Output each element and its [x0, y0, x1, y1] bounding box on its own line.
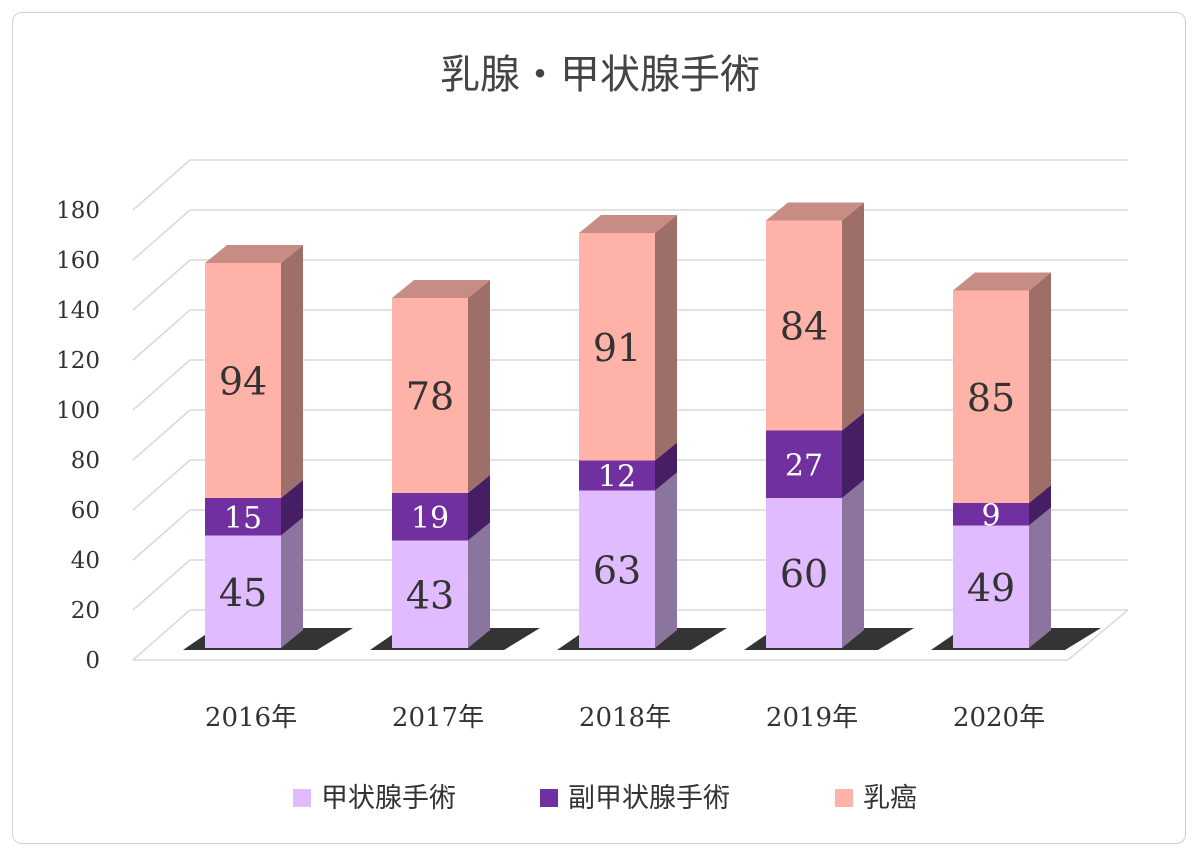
bar-top	[579, 215, 677, 233]
bar-top	[392, 280, 490, 298]
y-tick-label: 80	[71, 448, 100, 474]
data-label: 43	[406, 573, 454, 617]
x-tick-label: 2020年	[953, 703, 1045, 733]
chart-title: 乳腺・甲状腺手術	[440, 52, 760, 98]
legend-item: 副甲状腺手術	[540, 783, 730, 814]
data-label: 27	[785, 448, 823, 483]
y-tick-label: 180	[56, 198, 100, 224]
gridline-diagonal	[132, 559, 191, 611]
gridline-diagonal	[132, 309, 191, 361]
bar-top	[205, 245, 303, 263]
legend: 甲状腺手術 副甲状腺手術 乳癌	[293, 783, 917, 814]
bar-segment	[392, 298, 468, 493]
bar-segment-side	[655, 472, 677, 648]
x-axis: 2016年 2017年 2018年 2019年 2020年	[205, 703, 1045, 733]
bar-segment	[579, 233, 655, 461]
gridline-diagonal	[132, 409, 191, 461]
x-tick-label: 2017年	[392, 703, 484, 733]
legend-swatch	[293, 789, 311, 807]
floor-edge-side	[1067, 609, 1129, 661]
x-tick-label: 2018年	[579, 703, 671, 733]
legend-item: 乳癌	[835, 783, 917, 814]
bar-stack: 63 12 91	[557, 215, 727, 650]
bar-top	[766, 202, 864, 221]
bar-segment-side	[468, 522, 490, 648]
bar-segment	[953, 290, 1029, 503]
gridline-diagonal	[132, 359, 191, 411]
gridline-diagonal	[132, 609, 191, 661]
legend-swatch	[835, 789, 853, 807]
bar-segment-side	[281, 245, 303, 498]
bar-segment	[953, 503, 1029, 526]
data-label: 91	[593, 326, 641, 370]
bar-segment	[205, 263, 281, 498]
y-tick-label: 0	[85, 648, 100, 674]
y-tick-label: 60	[71, 498, 100, 524]
x-tick-label: 2016年	[205, 703, 297, 733]
y-tick-label: 100	[56, 398, 100, 424]
data-label: 19	[411, 501, 449, 536]
bar-segment-side	[842, 202, 864, 431]
bar-segment	[766, 220, 842, 431]
bar-segment	[392, 540, 468, 648]
data-label: 85	[967, 376, 1015, 420]
data-label: 15	[224, 501, 262, 536]
bar-segment	[766, 498, 842, 648]
y-tick-label: 160	[56, 248, 100, 274]
bar-segment	[579, 460, 655, 491]
bar-segment	[766, 430, 842, 498]
bar-segment-side	[655, 442, 677, 491]
gridline-diagonal	[132, 159, 191, 211]
bar-segment	[205, 498, 281, 536]
data-label: 45	[219, 571, 267, 615]
bar-stack: 49 9 85	[931, 272, 1101, 650]
bar-segment-side	[1029, 485, 1051, 526]
x-tick-label: 2019年	[766, 703, 858, 733]
bar-segment-side	[842, 480, 864, 648]
bars: 45 15 94 43 19 78 63 12 91 60 27 84 49 9 85	[183, 202, 1101, 650]
legend-label: 乳癌	[863, 783, 917, 814]
bar-segment	[392, 493, 468, 541]
data-label: 78	[406, 375, 454, 419]
gridline-diagonal	[132, 459, 191, 511]
bar-segment-side	[468, 475, 490, 541]
y-tick-label: 20	[71, 598, 100, 624]
bar-segment-side	[842, 412, 864, 498]
gridline-diagonal	[132, 509, 191, 561]
data-label: 63	[593, 548, 641, 592]
bar-segment-side	[468, 280, 490, 493]
bar-segment-side	[281, 517, 303, 648]
legend-item: 甲状腺手術	[293, 783, 456, 814]
bar-segment	[953, 525, 1029, 648]
y-axis: 0 20 40 60 80 100 120 140 160 180	[56, 198, 100, 674]
y-tick-label: 40	[71, 548, 100, 574]
data-label: 94	[219, 360, 267, 404]
data-label: 84	[780, 305, 828, 349]
data-label: 12	[598, 460, 636, 495]
y-tick-label: 120	[56, 348, 100, 374]
data-label: 60	[780, 552, 828, 596]
legend-label: 副甲状腺手術	[568, 783, 730, 814]
bar-segment-side	[1029, 507, 1051, 648]
bar-segment-side	[1029, 272, 1051, 503]
legend-swatch	[540, 789, 558, 807]
bar-segment	[205, 535, 281, 648]
data-label: 9	[981, 498, 1000, 533]
legend-label: 甲状腺手術	[321, 783, 456, 814]
bar-segment-side	[655, 215, 677, 461]
y-tick-label: 140	[56, 298, 100, 324]
bar-stack: 45 15 94	[183, 245, 353, 650]
gridline-diagonal	[132, 209, 191, 261]
bar-segment-side	[281, 480, 303, 536]
bar-stack: 43 19 78	[370, 280, 540, 650]
data-label: 49	[967, 566, 1015, 610]
bar-segment	[579, 490, 655, 648]
bar-top	[953, 272, 1051, 291]
gridline-diagonal	[132, 259, 191, 311]
bar-stack: 60 27 84	[744, 202, 914, 650]
